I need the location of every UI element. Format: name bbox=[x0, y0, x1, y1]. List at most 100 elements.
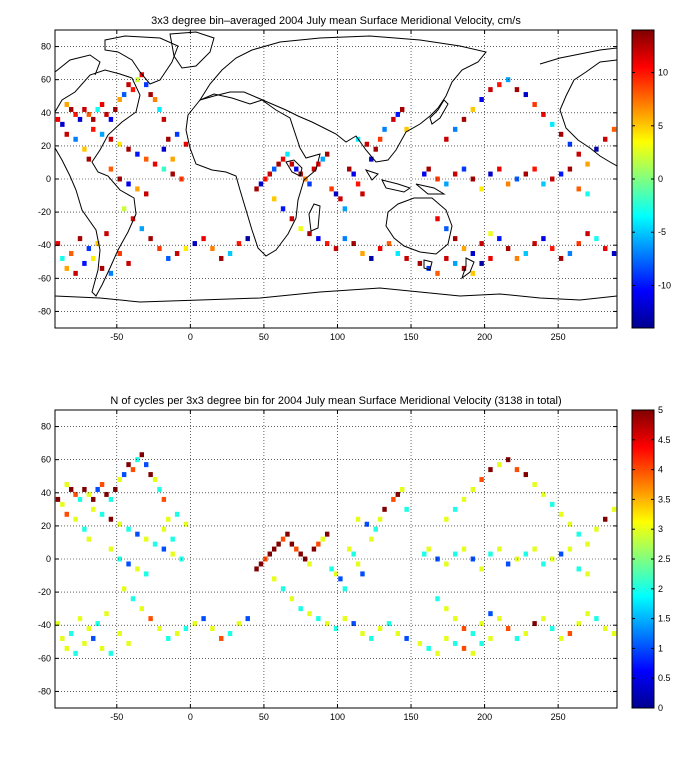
data-cell bbox=[360, 631, 365, 636]
data-cell bbox=[514, 467, 520, 473]
data-cell bbox=[227, 631, 233, 636]
data-cell bbox=[82, 106, 87, 112]
y-tick-label: 20 bbox=[41, 521, 51, 531]
colorbar-ticks: 10 5 0 -5 -10 bbox=[632, 68, 671, 290]
data-cell bbox=[550, 556, 555, 562]
x-axis: -50 0 50 100 150 200 250 bbox=[110, 410, 566, 722]
data-cell bbox=[404, 506, 409, 512]
data-cell bbox=[603, 626, 608, 632]
data-cell bbox=[505, 561, 511, 567]
data-cell bbox=[514, 87, 520, 93]
data-cell bbox=[364, 521, 370, 527]
data-cell bbox=[73, 136, 78, 142]
data-cell bbox=[497, 616, 502, 622]
data-cell bbox=[68, 251, 74, 256]
data-cell bbox=[99, 645, 105, 651]
data-cell bbox=[267, 171, 272, 177]
data-cell bbox=[373, 526, 378, 532]
data-cell bbox=[272, 166, 277, 172]
data-cell bbox=[324, 621, 330, 627]
data-cell bbox=[386, 241, 392, 247]
data-cell bbox=[77, 496, 83, 502]
data-cell bbox=[157, 106, 162, 112]
data-cell bbox=[594, 526, 599, 532]
data-cell bbox=[567, 631, 573, 636]
data-cell bbox=[104, 111, 109, 117]
data-cell bbox=[91, 126, 96, 132]
coastlines bbox=[55, 31, 617, 303]
data-cell bbox=[152, 477, 158, 483]
data-cell bbox=[470, 106, 476, 112]
data-cell bbox=[497, 462, 502, 468]
data-cell bbox=[461, 626, 467, 632]
data-cell bbox=[603, 516, 608, 522]
data-cell bbox=[126, 82, 131, 88]
data-cell bbox=[117, 521, 122, 527]
grid-lines bbox=[55, 30, 617, 328]
data-cell bbox=[139, 452, 144, 458]
colorbar-tick-label: 0 bbox=[658, 174, 663, 184]
data-cell bbox=[558, 131, 564, 137]
data-cell bbox=[417, 640, 423, 646]
y-tick-label: 0 bbox=[46, 554, 51, 564]
data-cell bbox=[64, 131, 69, 137]
data-cell bbox=[113, 486, 118, 492]
x-tick-label: -50 bbox=[110, 332, 123, 342]
data-cell bbox=[121, 472, 127, 478]
data-cell bbox=[470, 486, 476, 492]
colorbar-ticks: 5 4.5 4 3.5 3 2.5 2 1.5 1 0.5 0 bbox=[632, 405, 671, 713]
data-cell bbox=[68, 106, 74, 112]
data-cell bbox=[395, 491, 400, 497]
data-cell bbox=[219, 635, 224, 641]
data-cell bbox=[567, 251, 573, 256]
x-tick-label: -50 bbox=[110, 712, 123, 722]
data-cell bbox=[170, 156, 175, 162]
data-cell bbox=[280, 586, 286, 592]
data-cell bbox=[594, 146, 599, 152]
data-cell bbox=[532, 166, 537, 172]
data-cell bbox=[272, 546, 277, 552]
data-cell bbox=[60, 635, 65, 641]
y-tick-label: -40 bbox=[38, 240, 51, 250]
data-cell bbox=[505, 181, 511, 187]
data-cell bbox=[276, 161, 281, 167]
data-cell bbox=[426, 166, 431, 172]
data-cell bbox=[307, 181, 312, 187]
data-cell bbox=[82, 260, 87, 266]
data-cell bbox=[201, 616, 206, 622]
data-cell bbox=[479, 477, 484, 483]
data-cell bbox=[400, 486, 405, 492]
data-cell bbox=[99, 131, 105, 137]
cycles-chart: N of cycles per 3x3 degree bin for 2004 … bbox=[38, 395, 671, 722]
data-cell bbox=[99, 265, 105, 271]
data-cell bbox=[404, 255, 409, 261]
data-cell bbox=[558, 635, 564, 641]
data-cell bbox=[60, 121, 65, 127]
data-cell bbox=[505, 246, 511, 252]
data-cell bbox=[391, 116, 396, 122]
data-cell bbox=[550, 626, 555, 632]
data-cell bbox=[532, 241, 537, 247]
data-cell bbox=[355, 561, 361, 567]
data-cell bbox=[86, 246, 92, 252]
data-cell bbox=[104, 231, 109, 237]
data-cell bbox=[210, 246, 215, 252]
data-cell bbox=[320, 536, 325, 542]
data-cell bbox=[174, 131, 180, 137]
data-cell bbox=[302, 556, 308, 562]
data-cell bbox=[382, 506, 387, 512]
data-cell bbox=[254, 566, 259, 572]
data-cell bbox=[130, 467, 136, 473]
data-cell bbox=[585, 541, 590, 547]
y-tick-label: -60 bbox=[38, 653, 51, 663]
data-cell bbox=[157, 486, 162, 492]
data-cell bbox=[611, 126, 617, 132]
x-tick-label: 0 bbox=[188, 332, 193, 342]
data-cell bbox=[444, 181, 449, 187]
data-cell bbox=[338, 576, 343, 582]
data-cell bbox=[166, 635, 171, 641]
data-cell bbox=[82, 486, 87, 492]
data-cell bbox=[86, 156, 92, 162]
data-cell bbox=[91, 116, 96, 122]
y-tick-label: 80 bbox=[41, 422, 51, 432]
